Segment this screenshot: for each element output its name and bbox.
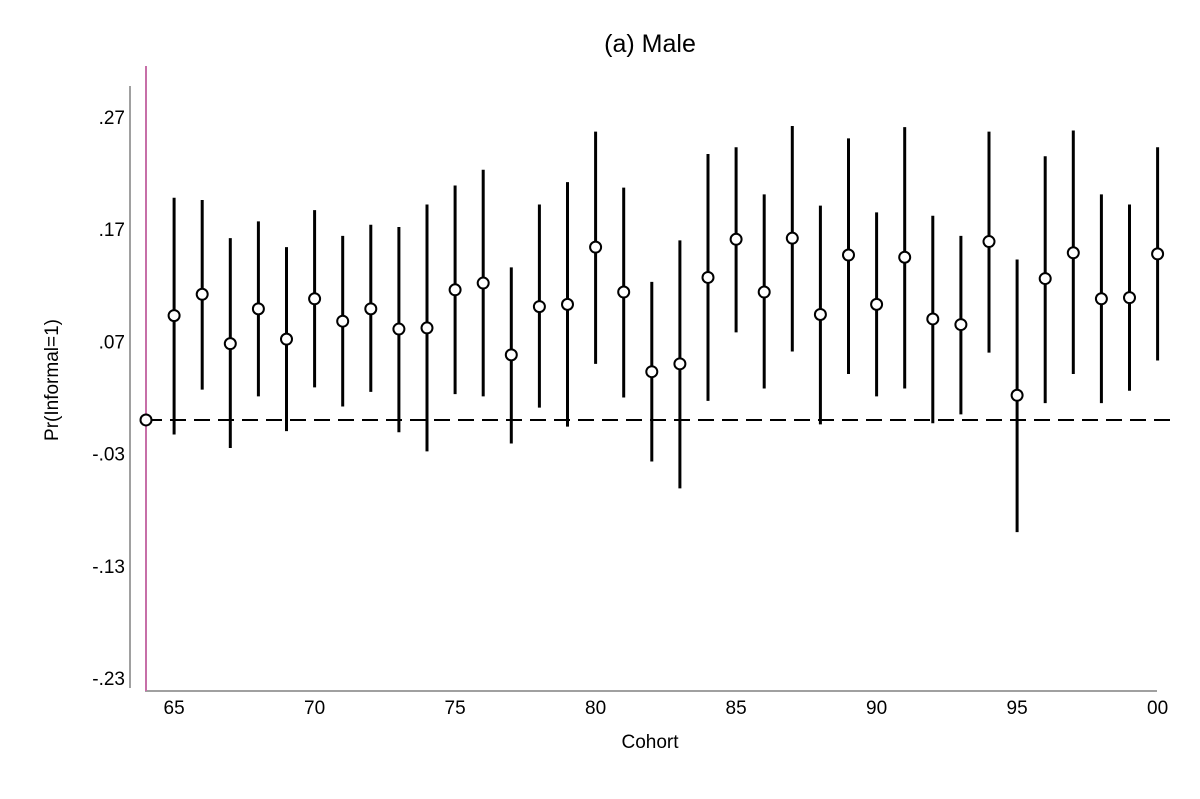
x-tick-label: 80 bbox=[585, 698, 606, 719]
point-estimate bbox=[167, 309, 181, 323]
point-estimate bbox=[532, 300, 546, 314]
x-tick-label: 00 bbox=[1147, 698, 1168, 719]
y-tick-label: -.23 bbox=[92, 669, 125, 690]
point-estimate bbox=[1066, 246, 1080, 260]
point-estimate bbox=[926, 312, 940, 326]
x-axis-label: Cohort bbox=[621, 732, 679, 753]
point-estimate bbox=[561, 297, 574, 311]
x-tick-label: 70 bbox=[304, 698, 325, 719]
point-estimate bbox=[336, 314, 350, 328]
point-estimate bbox=[280, 332, 293, 346]
point-estimate bbox=[701, 270, 715, 284]
point-estimate bbox=[1038, 272, 1052, 286]
x-tick-label: 85 bbox=[726, 698, 747, 719]
point-estimate bbox=[1094, 292, 1108, 306]
point-estimate bbox=[954, 318, 968, 332]
point-estimate bbox=[1010, 388, 1024, 402]
point-estimate bbox=[982, 235, 996, 249]
x-tick-label: 75 bbox=[445, 698, 466, 719]
chart-title: (a) Male bbox=[604, 30, 696, 58]
point-estimate bbox=[139, 413, 153, 427]
point-estimate bbox=[813, 307, 827, 321]
confidence-intervals bbox=[172, 125, 1160, 533]
point-estimate bbox=[504, 348, 518, 362]
y-tick-label: -.13 bbox=[92, 557, 125, 578]
point-estimate bbox=[673, 357, 687, 371]
point-estimate bbox=[729, 232, 743, 246]
point-estimate bbox=[757, 285, 771, 299]
point-estimate bbox=[364, 302, 378, 316]
x-tick-label: 65 bbox=[164, 698, 185, 719]
y-tick-labels: .27 .17 .07 -.03 -.13 -.23 bbox=[92, 108, 125, 690]
point-estimate bbox=[1151, 247, 1165, 261]
point-estimate bbox=[870, 297, 884, 311]
point-estimate bbox=[645, 365, 659, 379]
point-estimate bbox=[195, 287, 209, 301]
x-tick-labels: 65 70 75 80 85 90 95 00 bbox=[164, 698, 1169, 719]
point-estimate bbox=[420, 321, 434, 335]
y-tick-label: .17 bbox=[99, 220, 125, 241]
y-tick-label: -.03 bbox=[92, 445, 125, 466]
point-estimate bbox=[308, 292, 322, 306]
point-estimate bbox=[898, 250, 912, 264]
point-estimate bbox=[223, 337, 237, 351]
y-tick-label: .27 bbox=[99, 108, 125, 129]
y-tick-label: .07 bbox=[99, 332, 125, 353]
point-estimate bbox=[1123, 291, 1136, 305]
point-estimate bbox=[448, 283, 462, 297]
point-estimate bbox=[785, 231, 799, 245]
point-estimate bbox=[842, 248, 855, 262]
point-estimate bbox=[476, 276, 490, 290]
point-estimate bbox=[251, 302, 265, 316]
axes bbox=[129, 66, 1172, 692]
point-estimate bbox=[589, 240, 603, 254]
x-tick-label: 95 bbox=[1007, 698, 1028, 719]
point-estimate bbox=[392, 322, 406, 336]
y-axis-label: Pr(Informal=1) bbox=[42, 319, 63, 441]
point-estimates bbox=[139, 231, 1165, 427]
x-tick-label: 90 bbox=[866, 698, 887, 719]
point-estimate bbox=[617, 285, 631, 299]
